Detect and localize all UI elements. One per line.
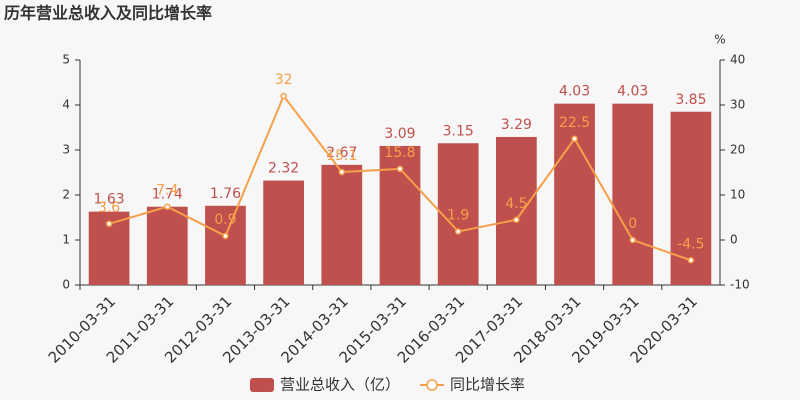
- legend-swatch: [250, 378, 274, 392]
- bar-value-label: 2.32: [268, 161, 299, 177]
- bar: [612, 103, 654, 286]
- bar-value-label: 3.09: [384, 126, 415, 142]
- line-point: [338, 168, 346, 176]
- line-point: [280, 92, 287, 100]
- y2-tick-label: 20: [730, 143, 745, 157]
- line-value-label: 0.9: [214, 212, 236, 228]
- y-tick-label: 5: [62, 53, 70, 67]
- bar-value-label: 1.74: [152, 187, 183, 203]
- chart-title: 历年营业总收入及同比增长率: [4, 4, 212, 23]
- bar: [263, 180, 304, 285]
- bar: [146, 206, 188, 285]
- y-tick-label: 4: [62, 98, 70, 112]
- line-value-label: -4.5: [677, 236, 704, 252]
- bar: [205, 205, 246, 285]
- legend-label: 营业总收入（亿）: [280, 376, 400, 394]
- bar: [321, 164, 363, 285]
- y2-tick-label: 30: [730, 98, 745, 112]
- legend-label: 同比增长率: [450, 376, 525, 394]
- line-point: [513, 216, 520, 223]
- line-point: [571, 135, 578, 142]
- y2-tick-label: 0: [730, 233, 738, 247]
- line-point: [396, 165, 404, 173]
- bar-value-label: 4.03: [559, 84, 590, 100]
- bar: [496, 136, 537, 285]
- line-value-label: 15.8: [384, 145, 415, 161]
- bar: [554, 103, 595, 286]
- bar-value-label: 3.15: [443, 123, 474, 139]
- line-value-label: 22.5: [559, 115, 590, 131]
- line-point: [629, 236, 636, 244]
- y-tick-label: 3: [62, 143, 70, 157]
- y-tick-label: 0: [62, 278, 70, 292]
- bar-value-label: 3.29: [501, 117, 532, 133]
- y2-tick-label: -10: [730, 278, 750, 292]
- bar-value-label: 3.85: [675, 92, 706, 108]
- legend-swatch: [426, 379, 438, 391]
- bar: [437, 143, 479, 285]
- bar-value-label: 1.63: [94, 192, 125, 208]
- y-tick-label: 1: [62, 233, 70, 247]
- y2-axis-label: %: [714, 33, 725, 47]
- line-value-label: 7.4: [156, 183, 178, 199]
- y-tick-label: 2: [62, 188, 70, 202]
- line-value-label: 0: [628, 216, 637, 232]
- line-value-label: 32: [275, 72, 293, 88]
- line-value-label: 4.5: [505, 196, 527, 212]
- line-point: [105, 220, 113, 228]
- bar-value-label: 4.03: [617, 84, 648, 100]
- y2-tick-label: 40: [730, 53, 745, 67]
- bar-value-label: 2.67: [326, 145, 357, 161]
- line-point: [454, 228, 462, 235]
- line-point: [222, 232, 229, 240]
- line-point: [164, 203, 171, 210]
- line-value-label: 3.6: [98, 200, 120, 216]
- bar-value-label: 1.76: [210, 186, 241, 202]
- line-value-label: 15.1: [326, 148, 357, 164]
- line-point: [687, 257, 695, 264]
- y2-tick-label: 10: [730, 188, 745, 202]
- line-value-label: 1.9: [447, 207, 469, 223]
